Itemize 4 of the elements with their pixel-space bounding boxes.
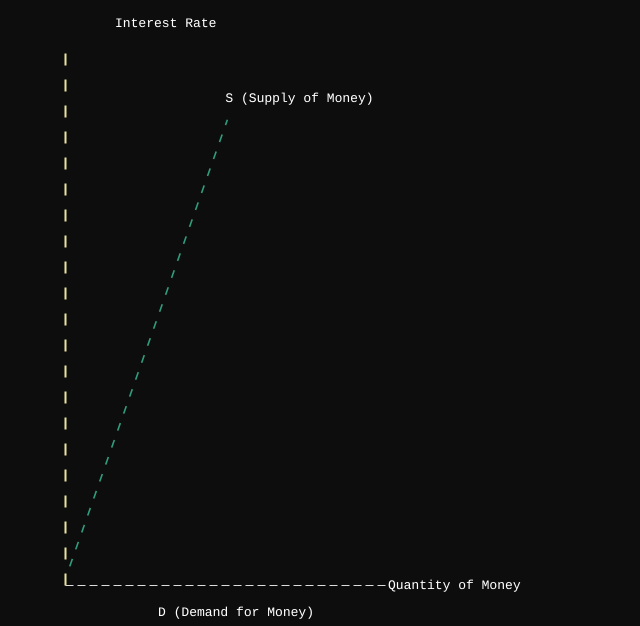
text: Quantity of Money (388, 578, 521, 593)
text: D (Demand for Money) (158, 605, 314, 620)
text: S (Supply of Money) (225, 90, 374, 106)
text: Interest Rate (115, 16, 216, 31)
